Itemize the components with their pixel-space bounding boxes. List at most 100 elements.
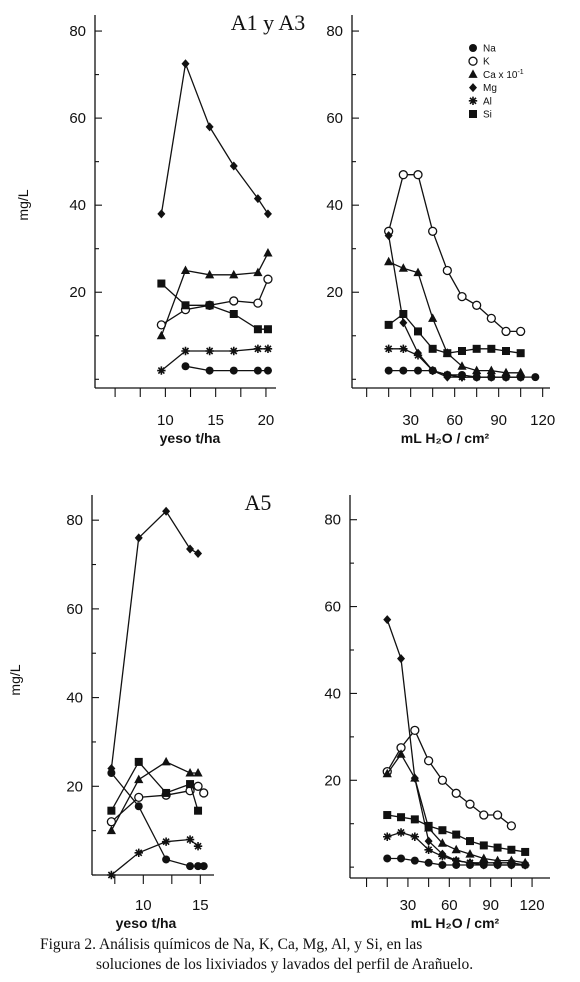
al-point bbox=[465, 858, 475, 867]
na-point bbox=[414, 366, 422, 375]
mg-point bbox=[424, 836, 433, 846]
na-point bbox=[205, 366, 214, 375]
panel-4-y-tick-label: 40 bbox=[324, 685, 341, 702]
na-point bbox=[162, 855, 171, 864]
al-point bbox=[479, 858, 488, 867]
k-point bbox=[253, 298, 263, 308]
panel-3: 20 40 60 80 10 15 yeso t/ha mg/L A5 bbox=[7, 490, 271, 931]
panel-4-y-tick-label: 80 bbox=[324, 512, 341, 529]
panel-3-y-tick-label: 40 bbox=[66, 690, 83, 707]
si-point bbox=[397, 813, 406, 822]
panel-2: 20 40 60 80 30 60 90 120 mL H₂O / cm² Na KCa x 10-… bbox=[326, 15, 555, 446]
panel-2-x-tick-label: 60 bbox=[446, 412, 463, 429]
series-k-line bbox=[388, 174, 521, 333]
ca-x-10-1-point bbox=[185, 767, 195, 777]
mg-point bbox=[157, 209, 166, 219]
k-point bbox=[199, 788, 209, 798]
k-point bbox=[472, 300, 482, 310]
ca-x-10-1-point bbox=[472, 365, 482, 375]
caption-line-2: soluciones de los lixiviados y lavados d… bbox=[96, 956, 474, 973]
panel-4-x-tick-label: 30 bbox=[400, 897, 417, 914]
mg-point bbox=[181, 59, 190, 69]
si-point bbox=[443, 349, 452, 358]
panel-2-x-axis-label: mL H₂O / cm² bbox=[401, 430, 490, 446]
si-point bbox=[399, 310, 408, 318]
si-point bbox=[263, 325, 272, 334]
panel-1-x-tick-label: 15 bbox=[207, 412, 224, 429]
series-mg-line bbox=[110, 510, 199, 769]
series-k bbox=[106, 781, 209, 827]
ca-x-10-1-point bbox=[229, 269, 239, 279]
al-point bbox=[185, 835, 195, 844]
si-point bbox=[502, 347, 510, 355]
panel-1-title: A1 y A3 bbox=[231, 10, 306, 35]
na-point bbox=[186, 862, 195, 871]
al-point bbox=[443, 370, 452, 380]
si-point bbox=[253, 325, 262, 334]
na-point bbox=[410, 856, 419, 865]
al-point bbox=[487, 372, 496, 382]
al-point bbox=[507, 858, 516, 867]
series-al bbox=[384, 344, 525, 382]
panel-3-x-tick-label: 10 bbox=[135, 897, 152, 914]
si-point bbox=[458, 347, 466, 355]
legend-exponent: -1 bbox=[517, 69, 523, 76]
ca-x-10-1-point bbox=[384, 256, 394, 266]
si-point bbox=[194, 806, 203, 815]
k-point bbox=[506, 821, 517, 831]
series-k bbox=[382, 725, 517, 831]
series-si bbox=[383, 811, 530, 856]
mg-point bbox=[186, 544, 195, 554]
panel-4-y-tick-label: 20 bbox=[324, 772, 341, 789]
k-point bbox=[423, 756, 434, 766]
al-point bbox=[383, 832, 392, 841]
panel-2-x-tick-label: 30 bbox=[402, 412, 419, 429]
si-point bbox=[107, 806, 116, 815]
legend-label-ca-x-10-1: Ca x 10-1 bbox=[483, 69, 524, 81]
al-point bbox=[452, 856, 461, 865]
na-point bbox=[199, 862, 208, 871]
na-point bbox=[438, 860, 447, 869]
na-point bbox=[194, 862, 203, 871]
al-point bbox=[161, 837, 171, 846]
na-point bbox=[263, 366, 272, 375]
na-point bbox=[383, 854, 392, 863]
series-k-line bbox=[386, 729, 512, 827]
legend-marker-ca-x-10-1 bbox=[468, 69, 478, 78]
ca-x-10-1-point bbox=[106, 825, 116, 835]
legend-marker-na bbox=[469, 44, 477, 52]
panel-2-y-tick-label: 40 bbox=[326, 197, 343, 214]
ca-x-10-1-point bbox=[437, 838, 448, 847]
ca-x-10-1-point bbox=[134, 774, 144, 784]
k-point bbox=[451, 788, 461, 798]
legend-label-si: Si bbox=[483, 110, 492, 121]
k-point bbox=[457, 291, 467, 302]
k-point bbox=[442, 265, 452, 276]
ca-x-10-1-point bbox=[193, 767, 203, 777]
ca-x-10-1-point bbox=[156, 330, 166, 340]
mg-point bbox=[107, 764, 116, 774]
si-point bbox=[383, 811, 392, 820]
panel-3-x-axis-label: yeso t/ha bbox=[116, 915, 177, 931]
na-point bbox=[424, 858, 433, 867]
k-point bbox=[479, 810, 489, 820]
si-point bbox=[162, 788, 171, 797]
al-point bbox=[438, 852, 447, 861]
legend-marker-k bbox=[468, 56, 478, 66]
panel-1-y-tick-label: 20 bbox=[69, 284, 86, 301]
legend-marker-si bbox=[469, 110, 477, 118]
al-point bbox=[501, 372, 511, 382]
mg-point bbox=[229, 161, 238, 171]
series-al-line bbox=[110, 838, 199, 876]
si-point bbox=[466, 837, 474, 846]
si-point bbox=[507, 845, 516, 854]
na-point bbox=[134, 802, 143, 811]
series-ca-x-10-1 bbox=[106, 756, 203, 835]
panel-2-y-tick-label: 80 bbox=[326, 23, 343, 40]
panel-1-y-axis-label: mg/L bbox=[15, 189, 31, 220]
al-point bbox=[263, 344, 273, 354]
k-point bbox=[437, 775, 448, 785]
ca-x-10-1-point bbox=[465, 849, 475, 858]
k-point bbox=[410, 725, 420, 735]
legend-label-k: K bbox=[483, 57, 490, 68]
